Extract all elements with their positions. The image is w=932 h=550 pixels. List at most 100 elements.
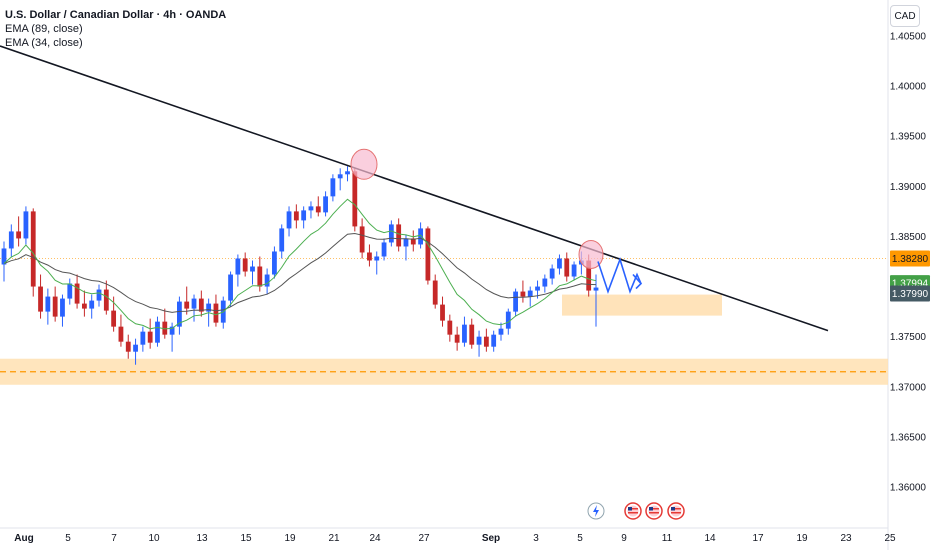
candle-body[interactable] [308, 206, 314, 211]
candle-body[interactable] [454, 334, 460, 343]
candle-body[interactable] [162, 321, 168, 335]
candle-body[interactable] [476, 336, 482, 345]
candle-body[interactable] [184, 301, 190, 309]
candle-body[interactable] [462, 324, 467, 343]
candle-body[interactable] [140, 331, 146, 345]
candle-body[interactable] [374, 256, 380, 261]
candle-body[interactable] [133, 344, 138, 352]
y-tick-label: 1.37500 [890, 332, 927, 343]
candle-body[interactable] [337, 174, 343, 179]
candle-body[interactable] [67, 283, 73, 299]
candle-body[interactable] [447, 320, 453, 335]
candle-body[interactable] [235, 258, 241, 275]
flag-stripe [649, 508, 659, 510]
candle-body[interactable] [8, 231, 14, 249]
candle-body[interactable] [191, 298, 197, 309]
candle-body[interactable] [315, 206, 321, 213]
candle-body[interactable] [527, 290, 533, 297]
candle-body[interactable] [564, 258, 570, 277]
candle-body[interactable] [323, 196, 328, 213]
candle-body[interactable] [103, 289, 109, 311]
candle-body[interactable] [250, 266, 255, 272]
candle-body[interactable] [16, 231, 22, 239]
candle-body[interactable] [1, 248, 7, 265]
candle-body[interactable] [403, 238, 409, 247]
candle-body[interactable] [111, 310, 117, 327]
candle-body[interactable] [330, 178, 336, 197]
candle-body[interactable] [257, 266, 263, 287]
candle-body[interactable] [264, 274, 270, 287]
minor-zone[interactable] [562, 294, 722, 316]
candle-body[interactable] [425, 228, 431, 281]
candle-body[interactable] [272, 251, 277, 275]
candle-body[interactable] [586, 260, 592, 291]
candle-body[interactable] [23, 211, 29, 239]
y-tick-label: 1.38500 [890, 232, 927, 243]
candle-body[interactable] [89, 300, 95, 309]
candle-body[interactable] [213, 303, 219, 323]
candle-body[interactable] [491, 334, 497, 347]
candle-body[interactable] [118, 326, 124, 342]
ema89-line[interactable] [3, 232, 597, 313]
currency-button[interactable]: CAD [890, 5, 920, 27]
candle-body[interactable] [345, 171, 350, 175]
candle-body[interactable] [228, 274, 233, 301]
x-tick-label: 15 [240, 533, 252, 544]
candle-body[interactable] [520, 291, 526, 297]
candle-body[interactable] [396, 224, 402, 247]
candle-body[interactable] [381, 242, 387, 257]
trendline[interactable] [0, 45, 829, 332]
symbol-title[interactable]: U.S. Dollar / Canadian Dollar · 4h · OAN… [5, 9, 227, 21]
candle-body[interactable] [513, 291, 519, 312]
candle-body[interactable] [352, 171, 358, 227]
candle-body[interactable] [125, 341, 131, 352]
candle-body[interactable] [38, 286, 43, 312]
candle-body[interactable] [279, 228, 285, 252]
candle-body[interactable] [418, 228, 423, 245]
candle-body[interactable] [60, 298, 65, 317]
ema34-label[interactable]: EMA (34, close) [5, 37, 83, 49]
ema89-label[interactable]: EMA (89, close) [5, 23, 83, 35]
candle-body[interactable] [388, 224, 394, 243]
candle-body[interactable] [293, 211, 299, 221]
candle-body[interactable] [440, 304, 445, 321]
y-tick-label: 1.36000 [890, 483, 927, 494]
candle-body[interactable] [169, 326, 175, 335]
candle-body[interactable] [147, 331, 153, 343]
candle-body[interactable] [542, 278, 548, 287]
candle-body[interactable] [571, 264, 577, 277]
candle-body[interactable] [206, 303, 212, 312]
candle-body[interactable] [549, 268, 555, 279]
candle-body[interactable] [535, 286, 540, 291]
candle-body[interactable] [177, 301, 182, 327]
candle-body[interactable] [593, 287, 599, 291]
candle-body[interactable] [301, 210, 307, 221]
candle-body[interactable] [286, 211, 292, 229]
candle-body[interactable] [483, 336, 489, 347]
candle-body[interactable] [498, 328, 504, 335]
x-tick-label: 10 [148, 533, 160, 544]
candle-body[interactable] [155, 321, 160, 343]
touch-circle[interactable] [578, 239, 604, 269]
candle-body[interactable] [52, 296, 58, 317]
candle-body[interactable] [359, 226, 365, 253]
x-tick-label: 17 [752, 533, 764, 544]
candle-body[interactable] [74, 283, 80, 304]
candle-body[interactable] [96, 289, 102, 301]
candle-body[interactable] [432, 280, 438, 305]
candle-body[interactable] [410, 238, 416, 245]
candle-body[interactable] [198, 298, 204, 312]
candle-body[interactable] [469, 324, 475, 345]
candle-body[interactable] [242, 258, 248, 272]
ema34-line[interactable] [3, 198, 597, 330]
candle-body[interactable] [505, 311, 511, 329]
candle-body[interactable] [367, 252, 372, 261]
candle-body[interactable] [557, 258, 562, 269]
candle-body[interactable] [45, 296, 51, 312]
candle-body[interactable] [81, 303, 87, 309]
candle-body[interactable] [30, 211, 36, 287]
touch-circle[interactable] [350, 148, 378, 180]
x-tick-label: 13 [196, 533, 208, 544]
projection-path[interactable] [597, 257, 642, 294]
